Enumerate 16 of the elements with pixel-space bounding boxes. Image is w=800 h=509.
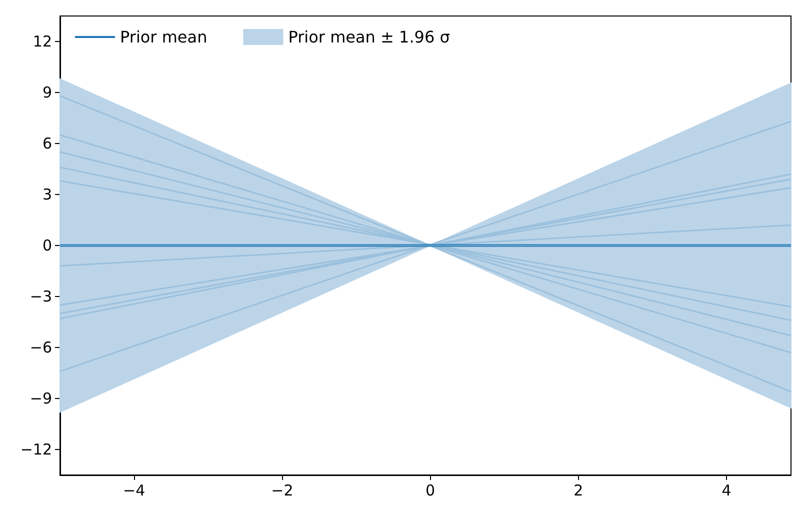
y-tick-label: 0 (42, 236, 52, 254)
y-tick-label: 3 (42, 186, 52, 204)
x-tick-label: 2 (574, 482, 584, 500)
legend-label: Prior mean ± 1.96 σ (288, 28, 450, 46)
x-tick-label: −2 (271, 482, 294, 500)
y-tick-label: −9 (30, 390, 52, 408)
y-tick-label: −6 (30, 338, 52, 356)
legend-label: Prior mean (120, 28, 208, 46)
y-tick-label: 12 (32, 32, 52, 50)
x-tick-label: 4 (722, 482, 732, 500)
x-tick-label: 0 (426, 482, 436, 500)
y-tick-label: −12 (20, 440, 52, 458)
y-tick-label: 6 (42, 134, 52, 152)
y-tick-label: 9 (42, 84, 52, 102)
x-tick-label: −4 (123, 482, 146, 500)
y-tick-label: −3 (30, 288, 52, 306)
